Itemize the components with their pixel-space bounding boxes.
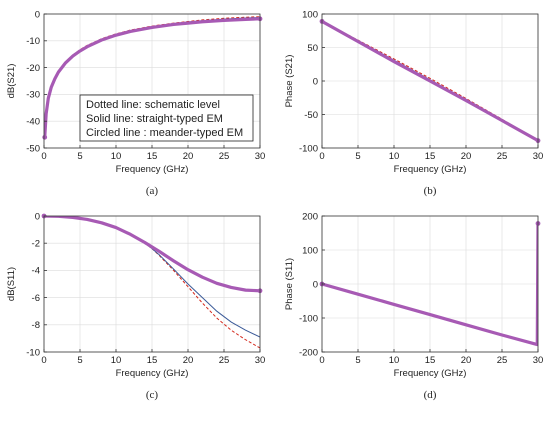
y-tick-label: 50 — [307, 43, 318, 54]
y-tick-label: 100 — [302, 245, 318, 256]
x-tick-label: 20 — [461, 151, 472, 162]
y-tick-label: 200 — [302, 211, 318, 222]
y-tick-label: 0 — [35, 9, 40, 20]
plot-area — [44, 216, 260, 349]
legend-entry: Circled line : meander-typed EM — [86, 127, 243, 139]
y-tick-label: -100 — [299, 313, 318, 324]
panel-caption: (a) — [146, 185, 159, 197]
y-tick-label: 100 — [302, 9, 318, 20]
chart-b: 0 5 10 15 20 25 30 -100 -50 0 50 100 Frequency (GHz)… — [284, 9, 543, 197]
x-tick-label: 30 — [255, 151, 266, 162]
y-tick-label: -6 — [32, 293, 40, 304]
x-tick-label: 30 — [533, 151, 544, 162]
chart-c: 0 5 10 15 20 25 30 -10 -8 -6 -4 -2 0 Frequency (GHz) d… — [6, 211, 265, 401]
y-tick-label: -50 — [26, 143, 40, 154]
x-tick-label: 30 — [533, 355, 544, 366]
x-tick-label: 20 — [183, 355, 194, 366]
legend-box — [79, 94, 254, 142]
panel-caption: (b) — [424, 185, 437, 197]
y-tick-label: -40 — [26, 117, 40, 128]
chart-a: 0 5 10 15 20 25 30 -50 -40 -30 -20 -10 0 Frequency (G… — [6, 9, 265, 197]
legend-entry: Dotted line: schematic level — [86, 99, 220, 111]
x-tick-label: 0 — [319, 151, 324, 162]
x-tick-label: 10 — [111, 355, 122, 366]
x-tick-label: 30 — [255, 355, 266, 366]
series-circled-marker — [42, 134, 48, 140]
y-tick-label: 0 — [313, 76, 318, 87]
x-tick-label: 20 — [183, 151, 194, 162]
y-tick-label: -200 — [299, 347, 318, 358]
y-tick-label: -100 — [299, 143, 318, 154]
y-tick-label: -20 — [26, 63, 40, 74]
y-tick-label: 0 — [35, 211, 40, 222]
x-tick-label: 5 — [77, 355, 82, 366]
y-tick-label: -50 — [304, 110, 318, 121]
x-tick-label: 15 — [147, 151, 158, 162]
series-circled-line — [322, 221, 538, 347]
x-tick-label: 25 — [219, 151, 230, 162]
plot-area — [44, 16, 260, 139]
x-axis-title: Frequency (GHz) — [116, 368, 189, 379]
x-axis-title: Frequency (GHz) — [116, 164, 189, 175]
y-axis-title: Phase (S21) — [284, 55, 295, 108]
y-tick-label: -2 — [32, 239, 40, 250]
x-tick-label: 25 — [497, 151, 508, 162]
series-circled-line — [322, 19, 538, 143]
x-tick-label: 0 — [41, 151, 46, 162]
x-tick-label: 5 — [355, 151, 360, 162]
series-circled-line — [44, 216, 260, 293]
x-tick-label: 10 — [389, 355, 400, 366]
plot-area — [322, 221, 538, 347]
y-tick-label: 0 — [313, 279, 318, 290]
y-tick-label: -4 — [32, 266, 40, 277]
x-tick-label: 20 — [461, 355, 472, 366]
x-tick-label: 25 — [219, 355, 230, 366]
y-tick-label: -8 — [32, 320, 40, 331]
plot-area — [322, 19, 538, 143]
x-tick-label: 5 — [355, 355, 360, 366]
x-axis-title: Frequency (GHz) — [394, 368, 467, 379]
x-tick-label: 5 — [77, 151, 82, 162]
y-tick-label: -30 — [26, 90, 40, 101]
x-tick-label: 0 — [319, 355, 324, 366]
x-tick-label: 10 — [111, 151, 122, 162]
chart-d: 0 5 10 15 20 25 30 -200 -100 0 100 200 Frequency (GH… — [284, 211, 543, 401]
x-axis-title: Frequency (GHz) — [394, 164, 467, 175]
panel-caption: (d) — [424, 389, 437, 401]
y-axis-title: dB(S21) — [6, 64, 17, 99]
legend-entry: Solid line: straight-typed EM — [86, 113, 223, 125]
y-axis-title: dB(S11) — [6, 267, 17, 301]
y-tick-label: -10 — [26, 347, 40, 358]
x-tick-label: 15 — [425, 355, 436, 366]
panel-caption: (c) — [146, 389, 159, 401]
x-tick-label: 10 — [389, 151, 400, 162]
x-tick-label: 15 — [425, 151, 436, 162]
series-circled-line — [44, 17, 260, 139]
y-axis-title: Phase (S11) — [284, 258, 295, 310]
x-tick-label: 0 — [41, 355, 46, 366]
y-tick-label: -10 — [26, 36, 40, 47]
x-tick-label: 15 — [147, 355, 158, 366]
x-tick-label: 25 — [497, 355, 508, 366]
